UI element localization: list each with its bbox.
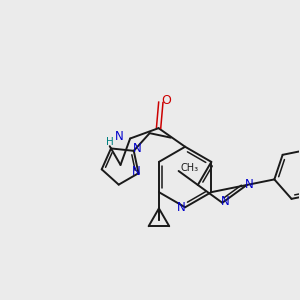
Text: O: O: [161, 94, 171, 107]
Text: N: N: [132, 164, 141, 178]
Text: N: N: [115, 130, 124, 143]
Text: N: N: [133, 142, 141, 155]
Text: H: H: [106, 137, 113, 147]
Text: CH₃: CH₃: [181, 163, 199, 173]
Text: N: N: [221, 195, 230, 208]
Text: N: N: [176, 201, 185, 214]
Text: N: N: [244, 178, 253, 191]
